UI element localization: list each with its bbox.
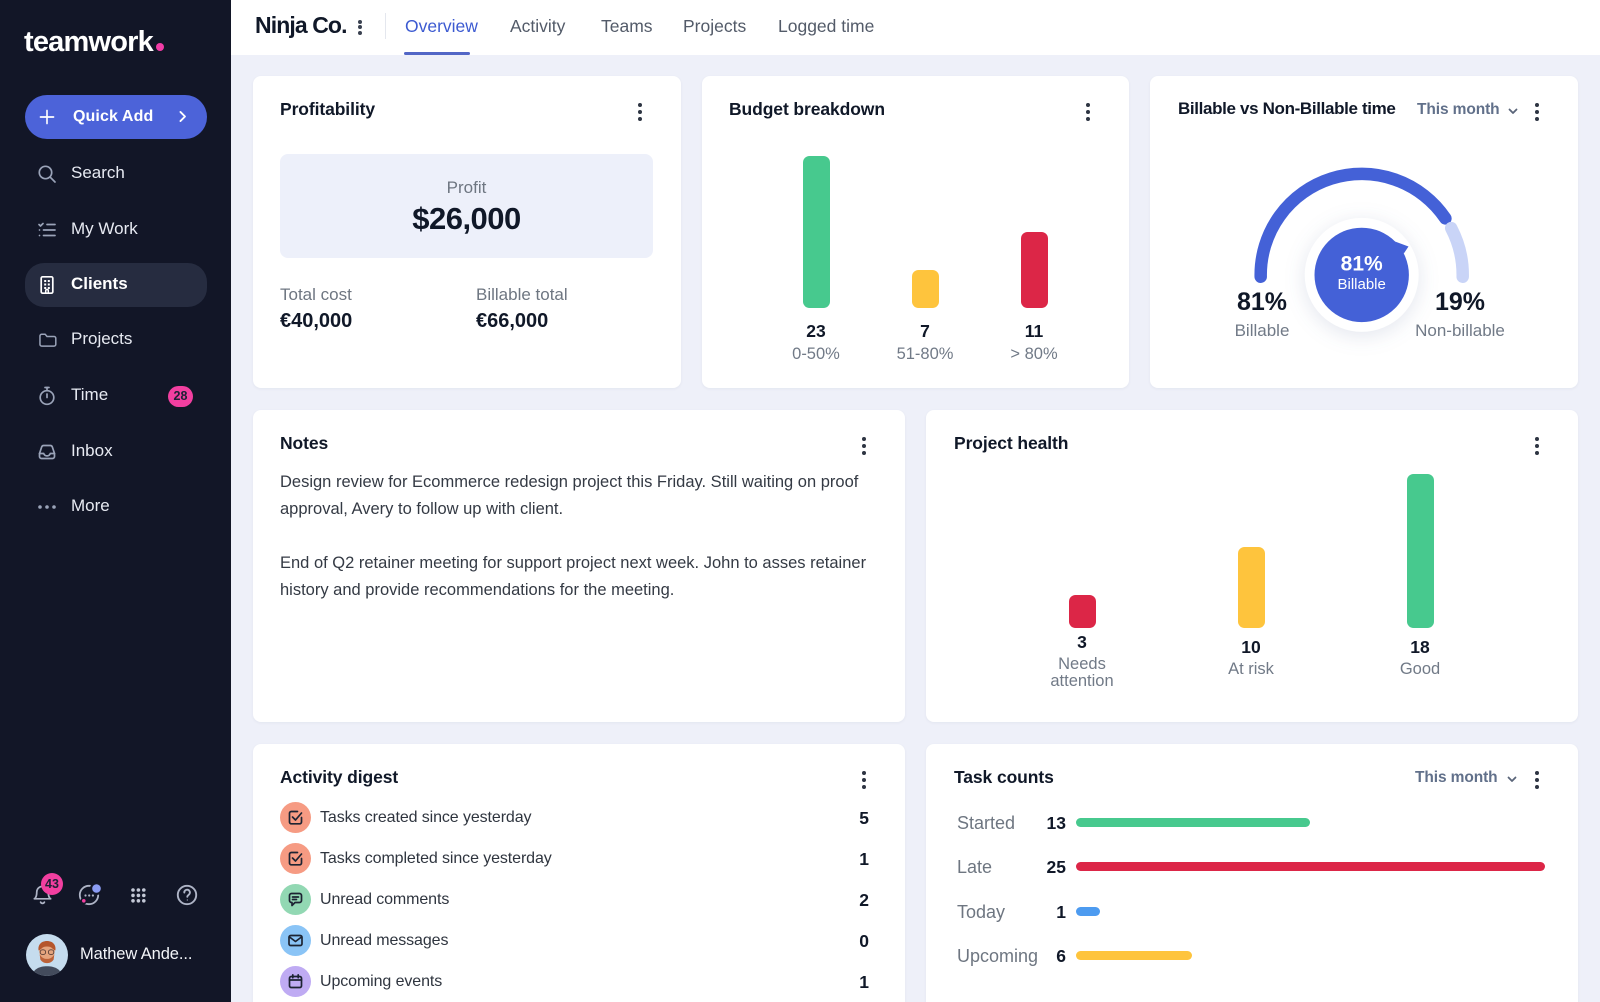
svg-text:81%: 81%: [1341, 253, 1383, 276]
svg-text:Billable: Billable: [1338, 276, 1386, 293]
